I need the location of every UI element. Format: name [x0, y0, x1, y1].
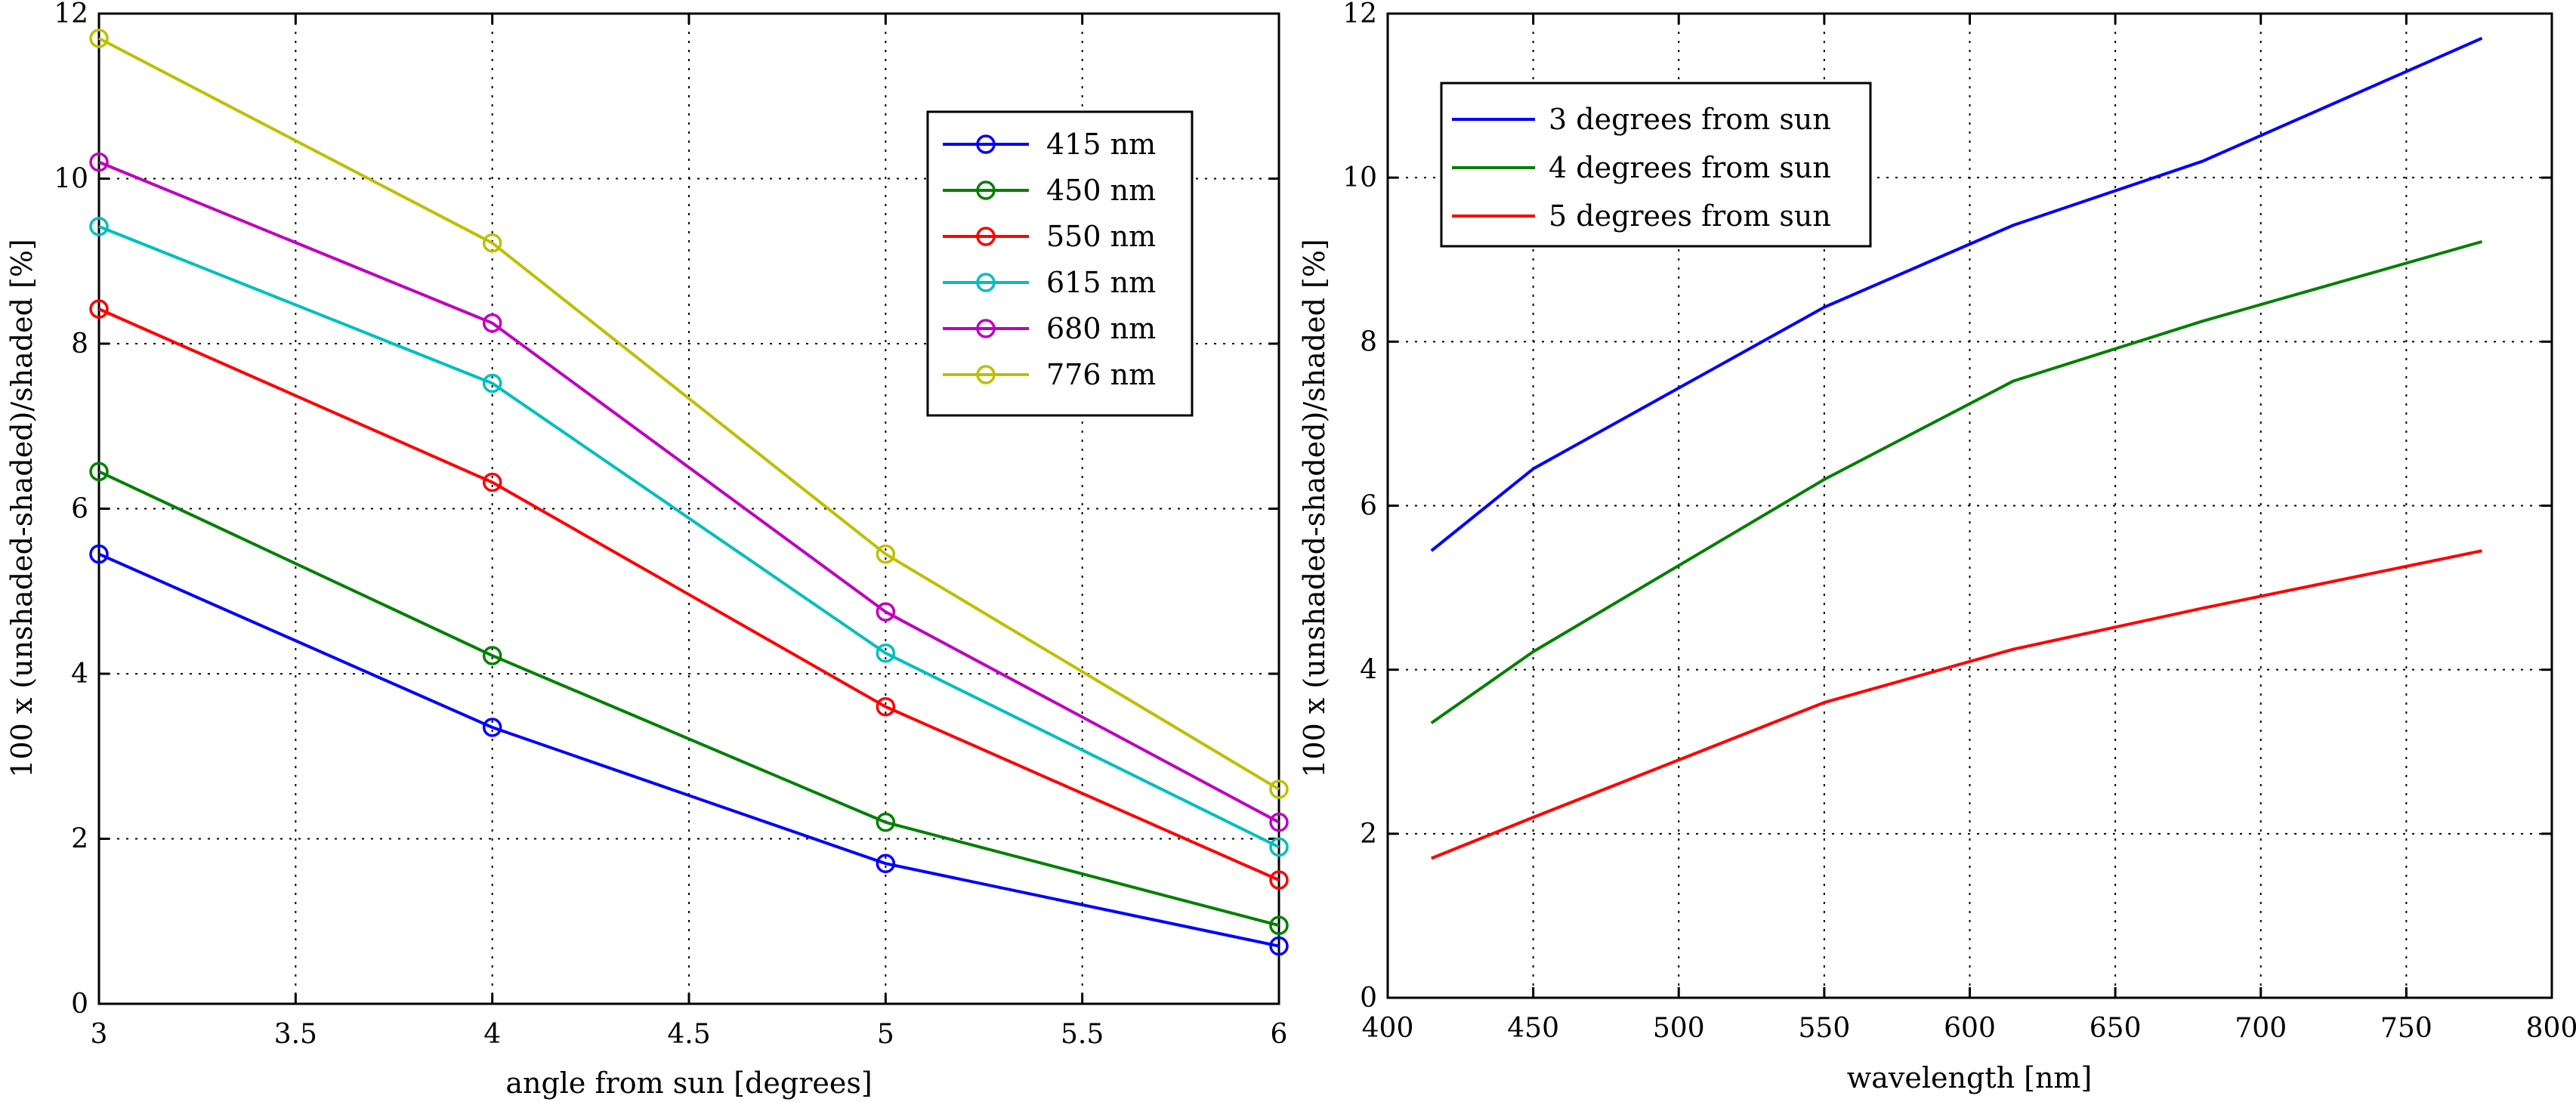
data-point-415-nm [482, 718, 502, 737]
data-point-415-nm [1269, 936, 1289, 956]
x-ticks-left: 3 3.5 4 4.5 5 5.5 6 [91, 14, 1288, 1050]
y-tick-label-right: 12 [1342, 0, 1377, 29]
x-tick-label-left: 3 [91, 1019, 108, 1050]
data-point-776-nm [876, 544, 896, 564]
legend-label-615-nm: 615 nm [1046, 266, 1156, 299]
legend-marker-450-nm [976, 181, 996, 200]
legend-marker-615-nm [976, 273, 996, 292]
data-point-450-nm [1269, 915, 1289, 935]
y-tick-label-right: 2 [1360, 819, 1377, 850]
legend-left: 415 nm 450 nm 550 nm 615 nm 680 nm 776 nm [926, 110, 1194, 417]
y-axis-label-right: 100 x (unshaded-shaded)/shaded [%] [1298, 239, 1331, 778]
x-tick-label-left: 3.5 [274, 1019, 317, 1050]
series-left [89, 29, 1289, 956]
data-point-680-nm [1269, 812, 1289, 832]
x-tick-label-right: 550 [1799, 1013, 1851, 1044]
data-point-680-nm [89, 152, 109, 172]
series-line-615-nm [98, 225, 1280, 849]
x-tick-label-right: 400 [1362, 1013, 1414, 1044]
data-point-415-nm [89, 544, 109, 564]
data-point-450-nm [482, 646, 502, 665]
x-tick-label-left: 5 [877, 1019, 894, 1050]
legend-marker-415-nm [976, 134, 996, 154]
legend-label-5-degrees-from-sun: 5 degrees from sun [1549, 199, 1831, 233]
series-line-776-nm [98, 37, 1280, 791]
data-point-776-nm [89, 29, 109, 48]
data-point-680-nm [876, 602, 896, 622]
x-axis-label-left: angle from sun [degrees] [505, 1067, 872, 1100]
x-tick-label-left: 4 [483, 1019, 501, 1050]
y-tick-label-right: 4 [1360, 655, 1377, 686]
legend-label-4-degrees-from-sun: 4 degrees from sun [1549, 151, 1831, 184]
data-point-776-nm [1269, 779, 1289, 799]
x-tick-label-right: 650 [2090, 1013, 2142, 1044]
data-point-680-nm [482, 313, 502, 333]
x-tick-label-left: 5.5 [1061, 1019, 1104, 1050]
legend-marker-680-nm [976, 319, 996, 338]
y-tick-label-left: 12 [54, 0, 88, 29]
data-point-776-nm [482, 233, 502, 253]
data-point-615-nm [876, 643, 896, 663]
grid-left [99, 14, 1279, 1004]
x-tick-label-left: 4.5 [667, 1019, 710, 1050]
series-line-415-nm [98, 552, 1280, 948]
series-line-450-nm [98, 470, 1280, 928]
data-point-550-nm [89, 299, 109, 319]
series-line-4-degrees-from-sun [1430, 239, 2483, 724]
x-tick-label-right: 750 [2380, 1013, 2432, 1044]
y-axis-label-left: 100 x (unshaded-shaded)/shaded [%] [5, 239, 39, 778]
data-point-615-nm [89, 217, 109, 236]
legend-label-680-nm: 680 nm [1046, 312, 1156, 345]
x-tick-label-right: 700 [2235, 1013, 2287, 1044]
series-right [1430, 36, 2483, 860]
data-point-450-nm [89, 461, 109, 482]
y-tick-label-right: 6 [1360, 491, 1377, 522]
series-line-3-degrees-from-sun [1430, 36, 2483, 552]
y-tick-label-left: 10 [54, 164, 88, 195]
x-tick-label-right: 800 [2526, 1013, 2576, 1044]
y-tick-label-left: 2 [71, 824, 88, 855]
y-tick-label-right: 0 [1360, 983, 1377, 1014]
legend-label-3-degrees-from-sun: 3 degrees from sun [1549, 103, 1831, 136]
legend-label-450-nm: 450 nm [1046, 174, 1156, 207]
legend-label-550-nm: 550 nm [1046, 220, 1156, 253]
x-tick-label-right: 600 [1944, 1013, 1996, 1044]
legend-marker-776-nm [976, 365, 996, 384]
chart-angle-from-sun: 3 3.5 4 4.5 5 5.5 6 0 2 4 6 8 10 12 angle from sun [… [5, 0, 1289, 1100]
legend-label-415-nm: 415 nm [1046, 128, 1156, 161]
legend-entries-right: 3 degrees from sun 4 degrees from sun 5 de… [1452, 103, 1831, 233]
data-point-550-nm [1269, 870, 1289, 890]
y-tick-label-left: 4 [71, 659, 88, 690]
data-point-415-nm [876, 854, 896, 874]
data-point-615-nm [1269, 837, 1289, 857]
data-point-550-nm [482, 472, 502, 492]
legend-box-right [1440, 82, 1872, 248]
x-tick-label-right: 450 [1507, 1013, 1559, 1044]
y-tick-label-left: 8 [71, 329, 88, 360]
data-point-550-nm [876, 696, 896, 717]
y-ticks-left: 0 2 4 6 8 10 12 [54, 0, 1279, 1020]
series-line-5-degrees-from-sun [1431, 549, 2482, 860]
data-point-450-nm [876, 812, 896, 832]
chart-wavelength: 400 450 500 550 600 650 700 750 800 0 2 4 6 8 10 12 wa… [1298, 0, 2576, 1094]
legend-entries-left: 415 nm 450 nm 550 nm 615 nm 680 nm 776 nm [943, 128, 1156, 391]
y-ticks-right: 0 2 4 6 8 10 12 [1342, 0, 2552, 1014]
y-tick-label-right: 8 [1360, 326, 1377, 357]
series-line-680-nm [98, 160, 1280, 824]
series-line-550-nm [98, 307, 1280, 881]
legend-right: 3 degrees from sun 4 degrees from sun 5 de… [1440, 82, 1872, 248]
data-point-615-nm [482, 373, 502, 394]
x-axis-label-right: wavelength [nm] [1847, 1061, 2093, 1094]
legend-marker-550-nm [976, 227, 996, 246]
legend-box-left [926, 110, 1194, 417]
x-ticks-right: 400 450 500 550 600 650 700 750 800 [1362, 14, 2576, 1044]
y-tick-label-right: 10 [1342, 162, 1377, 193]
y-tick-label-left: 0 [71, 989, 88, 1020]
legend-label-776-nm: 776 nm [1046, 358, 1156, 391]
x-tick-label-left: 6 [1271, 1019, 1288, 1050]
x-tick-label-right: 500 [1653, 1013, 1705, 1044]
y-tick-label-left: 6 [71, 494, 88, 525]
